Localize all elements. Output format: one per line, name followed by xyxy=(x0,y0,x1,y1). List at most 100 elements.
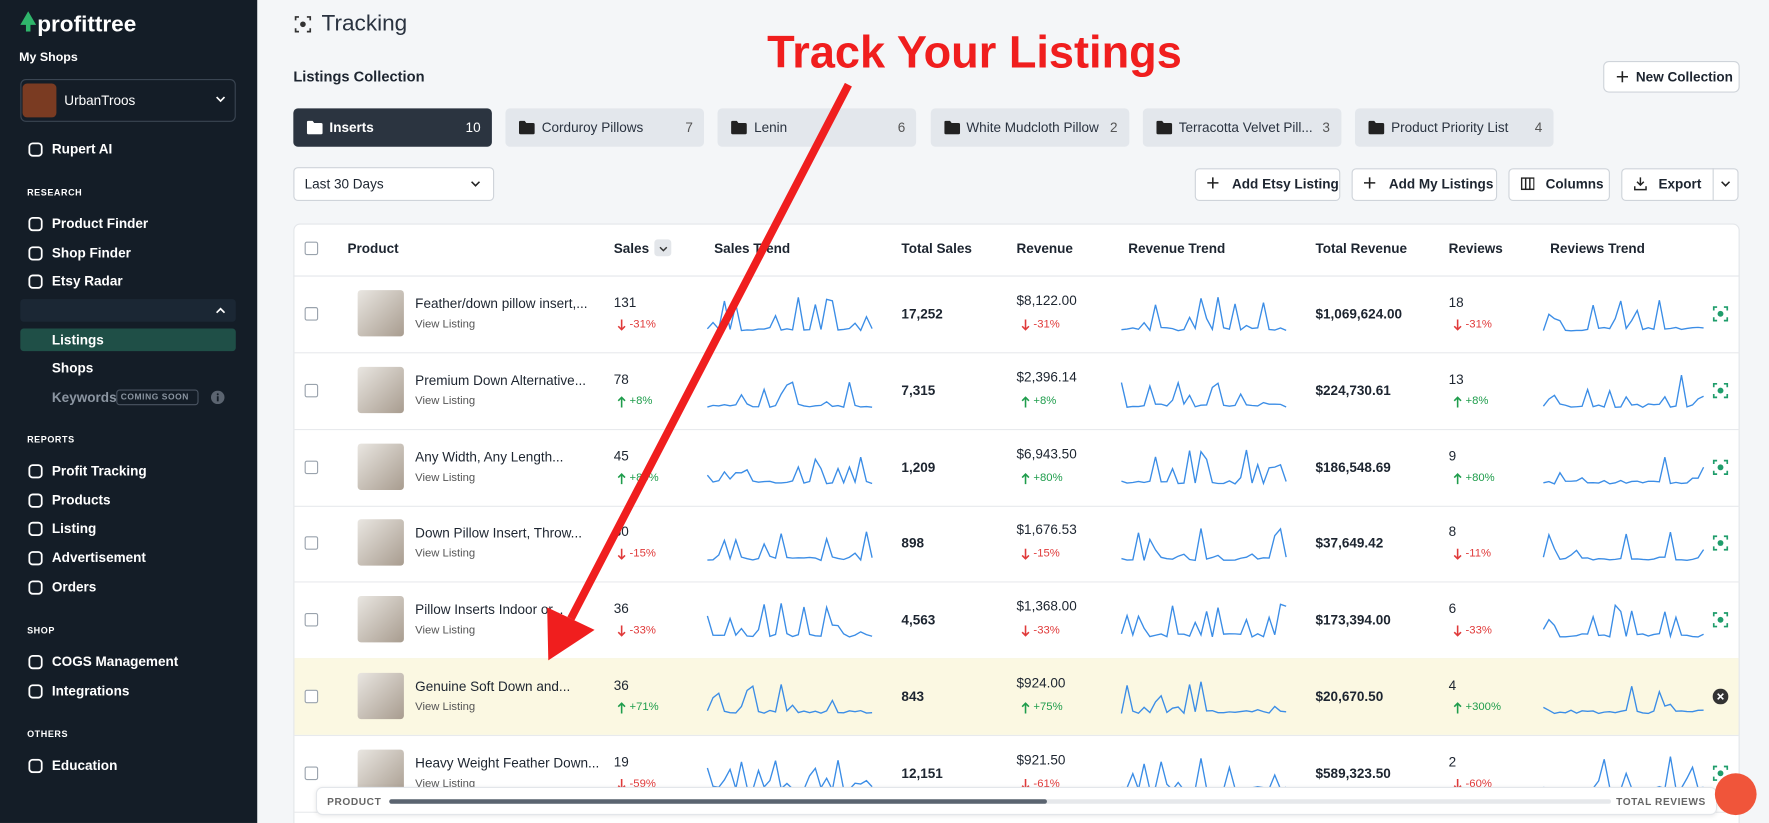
view-listing-link[interactable]: View Listing xyxy=(415,547,476,561)
change-value: -31% xyxy=(1465,318,1492,331)
trend-arrow xyxy=(1021,319,1030,331)
view-listing-link[interactable]: View Listing xyxy=(415,624,476,637)
nav-item[interactable]: Shop Finder xyxy=(51,244,131,261)
view-listing-link[interactable]: View Listing xyxy=(415,318,476,331)
nav-item[interactable]: Orders xyxy=(51,578,97,595)
collection-tab[interactable] xyxy=(930,108,1129,147)
nav-item[interactable]: Profit Tracking xyxy=(51,462,147,479)
change-value: +8% xyxy=(1465,394,1489,408)
trend-arrow xyxy=(617,396,626,408)
section-title: Listings Collection xyxy=(293,67,425,85)
toolbar-button[interactable] xyxy=(1194,168,1341,201)
nav-section-title: OTHERS xyxy=(27,729,69,740)
checkbox[interactable] xyxy=(304,766,319,780)
scroll-thumb[interactable] xyxy=(389,799,1047,804)
revenue: $1,676.53 xyxy=(1016,521,1077,538)
checkbox[interactable] xyxy=(304,383,319,398)
trend-arrow xyxy=(617,702,626,714)
product-name: Feather/down pillow insert,... xyxy=(415,295,588,312)
reviews: 18 xyxy=(1448,294,1464,311)
change-value: -15% xyxy=(1033,547,1060,561)
button-label: Add Etsy Listing xyxy=(1231,176,1339,192)
nav-item[interactable]: COGS Management xyxy=(51,653,179,670)
collection-tab[interactable] xyxy=(717,108,917,147)
collection-tab[interactable] xyxy=(1354,108,1554,147)
total-revenue: $224,730.61 xyxy=(1315,382,1391,399)
nav-item[interactable]: Education xyxy=(51,757,118,774)
sales: 36 xyxy=(613,677,629,694)
nav-item[interactable]: Products xyxy=(51,491,111,508)
trend-arrow xyxy=(1453,319,1462,331)
collection-tab[interactable] xyxy=(293,108,492,147)
trend-arrow xyxy=(1021,549,1030,561)
collection-tab[interactable] xyxy=(1142,108,1342,147)
nav-item[interactable]: Keywords xyxy=(51,389,117,405)
nav-item[interactable]: Rupert AI xyxy=(51,141,113,157)
folder-icon xyxy=(731,120,748,135)
folder-icon xyxy=(1156,120,1172,135)
button-icon xyxy=(1634,177,1647,191)
nav-item[interactable]: Product Finder xyxy=(51,215,149,232)
nav-item[interactable]: Listing xyxy=(51,520,97,537)
row-divider xyxy=(293,428,1740,430)
change-value: +8% xyxy=(1033,394,1057,408)
nav-item[interactable]: Etsy Radar xyxy=(51,273,123,290)
total-revenue: $1,069,624.00 xyxy=(1315,305,1403,322)
chat-button[interactable] xyxy=(1714,773,1757,816)
checkbox[interactable] xyxy=(304,689,319,704)
view-listing-link[interactable]: View Listing xyxy=(415,471,476,484)
sales: 19 xyxy=(613,753,629,770)
revenue: $924.00 xyxy=(1016,675,1066,691)
nav-item[interactable]: Listings xyxy=(51,331,104,348)
nav-item[interactable]: Shops xyxy=(51,360,94,377)
product-name: Premium Down Alternative... xyxy=(415,372,586,389)
revenue: $2,396.14 xyxy=(1016,368,1077,385)
export-split xyxy=(1712,168,1739,201)
badge-box xyxy=(116,389,199,405)
sales: 30 xyxy=(613,524,629,541)
date-range[interactable] xyxy=(293,167,495,201)
column-header: Product xyxy=(347,240,399,257)
row-divider xyxy=(293,734,1740,737)
nav-icon xyxy=(28,493,43,508)
checkbox[interactable] xyxy=(304,613,319,627)
nav-item[interactable]: Integrations xyxy=(51,682,130,699)
change-value: -15% xyxy=(629,547,656,561)
nav-item[interactable]: Advertisement xyxy=(51,549,146,566)
total-revenue: $37,649.42 xyxy=(1315,535,1384,552)
button-label: New Collection xyxy=(1635,68,1733,85)
collection-name: Inserts xyxy=(329,119,374,136)
view-listing-link[interactable]: View Listing xyxy=(415,701,476,714)
nav-tracking-bg xyxy=(20,299,236,322)
toolbar-button[interactable] xyxy=(1351,168,1498,201)
toolbar-button[interactable] xyxy=(1621,168,1739,201)
reviews: 9 xyxy=(1448,447,1457,464)
trend-arrow xyxy=(1453,549,1462,561)
checkbox[interactable] xyxy=(304,460,319,474)
header-divider xyxy=(293,275,1740,277)
nav-icon xyxy=(28,464,43,479)
view-listing-link[interactable]: View Listing xyxy=(415,394,476,408)
tracking-icon xyxy=(294,16,312,33)
checkbox[interactable] xyxy=(304,307,319,321)
column-header: Revenue xyxy=(1016,240,1073,257)
reviews: 6 xyxy=(1448,600,1457,617)
revenue: $921.50 xyxy=(1016,751,1066,768)
sort-chevron xyxy=(659,246,668,252)
total-revenue: $173,394.00 xyxy=(1315,612,1391,628)
total-revenue: $20,670.50 xyxy=(1315,688,1384,705)
checkbox[interactable] xyxy=(304,241,319,256)
sales: 36 xyxy=(613,600,629,617)
shop-selector[interactable] xyxy=(20,79,236,122)
trend-arrow xyxy=(1021,702,1030,714)
checkbox[interactable] xyxy=(304,536,319,551)
change-value: +8% xyxy=(629,394,653,408)
product-image xyxy=(357,672,404,720)
total-revenue: $589,323.50 xyxy=(1315,765,1391,781)
collection-count: 7 xyxy=(685,119,693,136)
reviews: 2 xyxy=(1448,753,1457,770)
row-divider xyxy=(293,505,1740,507)
reviews: 13 xyxy=(1448,371,1464,387)
change-value: -31% xyxy=(629,318,656,331)
page-title: Tracking xyxy=(321,11,408,37)
